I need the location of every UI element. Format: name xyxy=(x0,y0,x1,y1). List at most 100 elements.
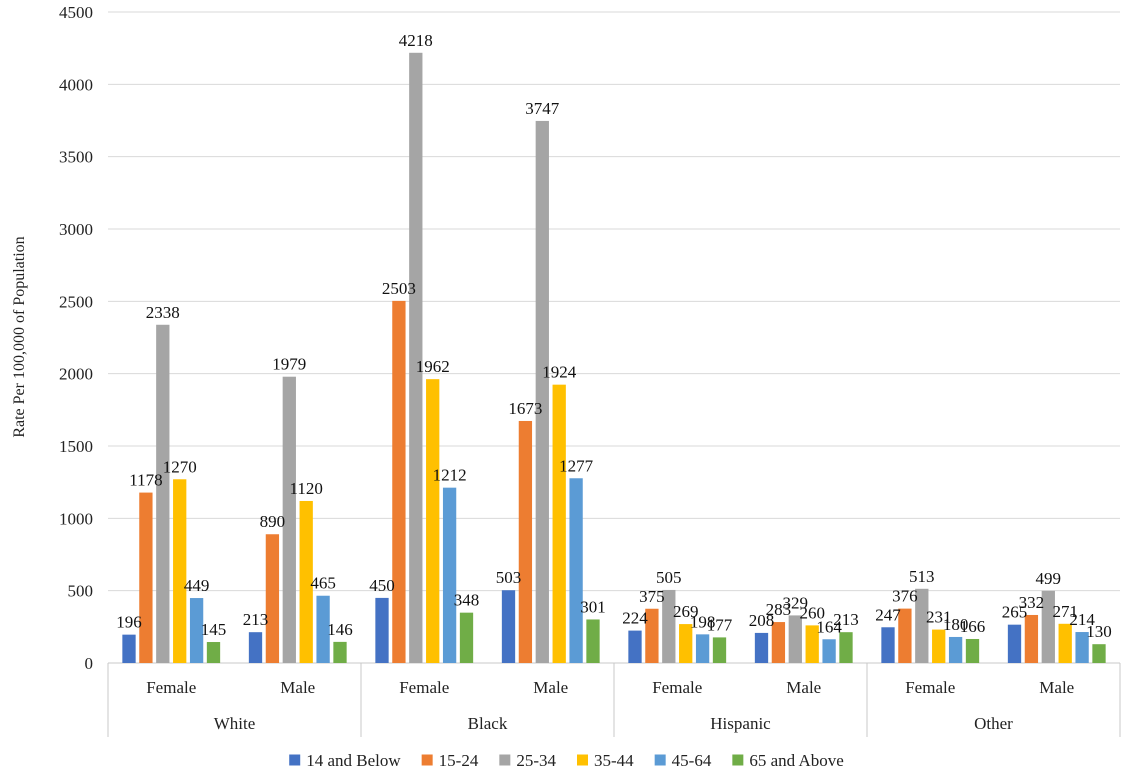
bar-15-24 xyxy=(139,492,153,663)
y-tick-label: 500 xyxy=(68,582,94,601)
bars xyxy=(122,52,1106,663)
data-label: 269 xyxy=(673,602,699,621)
legend-swatch xyxy=(577,754,588,766)
bar-15-24 xyxy=(645,608,659,663)
data-label: 1277 xyxy=(559,456,594,475)
legend-label: 25-34 xyxy=(516,751,556,770)
bar-15-24 xyxy=(1024,614,1039,663)
legend: 14 and Below 15-24 25-34 35-44 45-64 65 and A… xyxy=(289,751,844,770)
y-tick-label: 3500 xyxy=(59,148,93,167)
gridlines xyxy=(108,11,1120,664)
y-tick-label: 1000 xyxy=(59,509,93,528)
data-labels: 196 213 450 503 224 208 247 265 1178 890 2503 1673 3… xyxy=(116,31,1112,641)
data-label: 1673 xyxy=(508,399,542,418)
bar-25-34 xyxy=(535,120,549,663)
data-label: 4218 xyxy=(399,31,433,50)
y-tick-label: 4500 xyxy=(59,3,93,22)
data-label: 499 xyxy=(1036,569,1062,588)
data-label: 180 xyxy=(943,615,969,634)
data-label: 1178 xyxy=(129,471,162,490)
data-label: 465 xyxy=(310,574,336,593)
bar-45-64 xyxy=(822,639,836,663)
data-label: 3747 xyxy=(525,99,560,118)
data-label: 260 xyxy=(799,603,825,622)
bar-15-24 xyxy=(898,608,912,663)
x-tick-label: Female xyxy=(146,678,196,697)
bar-25-34 xyxy=(409,52,423,663)
bar-25-34 xyxy=(788,615,802,663)
x-tick-label: Female xyxy=(652,678,702,697)
bar-25-34 xyxy=(1041,590,1055,663)
data-label: 450 xyxy=(369,576,395,595)
bar-65-and-above xyxy=(965,638,980,663)
bar-14-and-below xyxy=(628,630,642,663)
bar-35-44 xyxy=(299,500,313,663)
bar-45-64 xyxy=(442,487,457,663)
bar-35-44 xyxy=(173,479,187,663)
x-axis: Female Male Female Male Female Male Female Male… xyxy=(107,663,1121,737)
x-group-label: Hispanic xyxy=(710,714,771,733)
data-label: 166 xyxy=(960,617,986,636)
data-label: 1979 xyxy=(272,355,306,374)
data-label: 196 xyxy=(116,613,142,632)
legend-item: 65 and Above xyxy=(732,751,844,770)
x-tick-label: Female xyxy=(905,678,955,697)
bar-65-and-above xyxy=(459,612,474,663)
legend-label: 65 and Above xyxy=(749,751,843,770)
y-tick-label: 2000 xyxy=(59,365,93,384)
legend-item: 15-24 xyxy=(421,751,479,770)
data-label: 332 xyxy=(1019,593,1045,612)
legend-item: 35-44 xyxy=(577,751,634,770)
bar-65-and-above xyxy=(333,641,347,663)
x-group-label: Black xyxy=(468,714,508,733)
bar-15-24 xyxy=(771,622,786,663)
bar-25-34 xyxy=(915,588,929,663)
y-tick-label: 3000 xyxy=(59,220,93,239)
bar-25-34 xyxy=(662,589,676,663)
bar-45-64 xyxy=(948,636,963,663)
y-axis-ticks: 0 500 1000 1500 2000 2500 3000 3500 4000 4500 xyxy=(59,3,93,673)
data-label: 145 xyxy=(201,620,227,639)
data-label: 214 xyxy=(1069,610,1095,629)
data-label: 177 xyxy=(707,615,733,634)
bar-15-24 xyxy=(392,300,406,663)
legend-label: 35-44 xyxy=(594,751,634,770)
bar-35-44 xyxy=(426,379,440,663)
bar-14-and-below xyxy=(1007,624,1022,663)
legend-swatch xyxy=(654,754,666,766)
legend-item: 14 and Below xyxy=(289,751,401,770)
bar-45-64 xyxy=(189,598,204,663)
bar-14-and-below xyxy=(375,597,389,663)
x-group-label: Other xyxy=(974,714,1013,733)
data-label: 164 xyxy=(816,617,842,636)
bar-45-64 xyxy=(695,634,710,663)
data-label: 1212 xyxy=(433,466,467,485)
bar-25-34 xyxy=(282,376,296,663)
bar-35-44 xyxy=(552,384,566,663)
y-tick-label: 2500 xyxy=(59,292,93,311)
data-label: 1962 xyxy=(416,357,450,376)
y-tick-label: 1500 xyxy=(59,437,93,456)
data-label: 503 xyxy=(496,568,522,587)
data-label: 198 xyxy=(690,612,716,631)
x-group-label: White xyxy=(214,714,256,733)
bar-35-44 xyxy=(932,629,946,663)
data-label: 348 xyxy=(454,591,480,610)
data-label: 890 xyxy=(260,512,286,531)
bar-35-44 xyxy=(679,624,693,663)
x-tick-label: Male xyxy=(280,678,315,697)
bar-65-and-above xyxy=(839,632,853,663)
bar-14-and-below xyxy=(122,634,136,663)
x-tick-label: Male xyxy=(786,678,821,697)
legend-swatch xyxy=(499,754,511,766)
bar-14-and-below xyxy=(501,590,516,663)
legend-label: 15-24 xyxy=(439,751,479,770)
data-label: 208 xyxy=(749,611,775,630)
data-label: 505 xyxy=(656,568,682,587)
y-axis-title: Rate Per 100,000 of Population xyxy=(11,236,28,437)
data-label: 213 xyxy=(833,610,859,629)
data-label: 329 xyxy=(783,593,809,612)
y-tick-label: 0 xyxy=(85,654,94,673)
bar-45-64 xyxy=(316,595,330,663)
data-label: 146 xyxy=(327,620,353,639)
